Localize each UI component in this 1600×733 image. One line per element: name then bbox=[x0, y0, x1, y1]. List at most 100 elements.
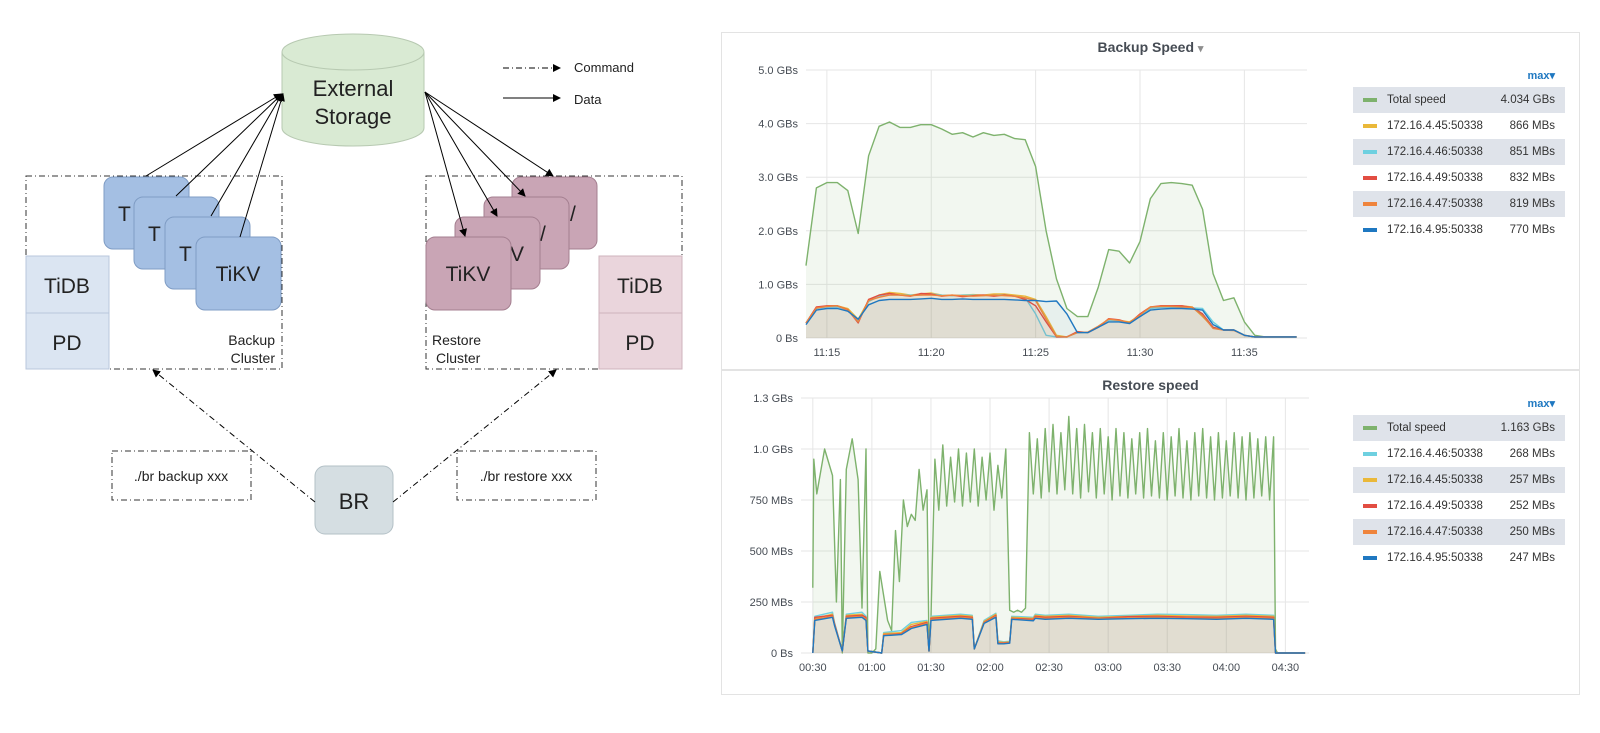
backup-pd-label: PD bbox=[52, 332, 81, 355]
legend-item[interactable]: 172.16.4.95:50338 770 MBs bbox=[1353, 217, 1565, 243]
backup-tikv-3-label: T bbox=[179, 243, 192, 266]
series-area-node bbox=[806, 298, 1297, 338]
legend-series-name: Total speed bbox=[1387, 94, 1446, 106]
legend-series-name: 172.16.4.47:50338 bbox=[1387, 526, 1483, 538]
legend-series-name: 172.16.4.46:50338 bbox=[1387, 146, 1483, 158]
backup-speed-chart: 0 Bs 1.0 GBs 2.0 GBs 3.0 GBs 4.0 GBs 5.0 GBs 1… bbox=[758, 65, 1307, 359]
restore-data-arrows bbox=[424, 91, 554, 237]
x-tick-label: 02:00 bbox=[976, 662, 1004, 674]
legend-sort-max[interactable]: max▾ bbox=[1527, 398, 1555, 410]
backup-command-text: ./br backup xxx bbox=[134, 468, 228, 484]
legend-item[interactable]: Total speed 1.163 GBs bbox=[1353, 415, 1565, 441]
legend-item[interactable]: Total speed 4.034 GBs bbox=[1353, 87, 1565, 113]
restore-tidb-label: TiDB bbox=[617, 275, 663, 298]
x-tick-label: 00:30 bbox=[799, 662, 827, 674]
series-line-5 bbox=[812, 616, 1306, 654]
legend-swatch bbox=[1363, 176, 1377, 180]
storage-label-line2: Storage bbox=[314, 104, 391, 129]
legend-series-max: 252 MBs bbox=[1509, 500, 1555, 512]
y-tick-label: 0 Bs bbox=[771, 648, 794, 660]
restore-command-text: ./br restore xxx bbox=[480, 468, 573, 484]
backup-speed-title-text: Backup Speed bbox=[1097, 39, 1195, 55]
y-tick-label: 1.0 GBs bbox=[758, 279, 798, 291]
legend-item[interactable]: 172.16.4.45:50338 866 MBs bbox=[1353, 113, 1565, 139]
legend-item[interactable]: 172.16.4.46:50338 268 MBs bbox=[1353, 441, 1565, 467]
legend-swatch bbox=[1363, 150, 1377, 154]
legend-series-max: 866 MBs bbox=[1509, 120, 1555, 132]
legend-sort-max[interactable]: max▾ bbox=[1527, 70, 1555, 82]
series-area-total bbox=[806, 122, 1297, 338]
br-architecture-diagram: External Storage Command Data TiDB PD T … bbox=[25, 33, 683, 535]
series-area-node bbox=[806, 292, 1297, 338]
y-tick-label: 750 MBs bbox=[750, 495, 794, 507]
legend-series-max: 1.163 GBs bbox=[1500, 422, 1555, 434]
legend-swatch bbox=[1363, 228, 1377, 232]
backup-tikv-2-label: T bbox=[148, 223, 161, 246]
restore-cluster-label-2: Cluster bbox=[436, 350, 481, 366]
restore-tikv-1-label: / bbox=[570, 203, 576, 226]
y-tick-label: 0 Bs bbox=[776, 333, 799, 345]
series-area-node bbox=[806, 295, 1297, 338]
backup-tikv-1-label: T bbox=[118, 203, 131, 226]
legend-series-max: 247 MBs bbox=[1509, 552, 1555, 564]
br-box bbox=[314, 465, 394, 535]
restore-tikv-2-label: / bbox=[540, 223, 546, 246]
restore-tidb-box bbox=[598, 255, 683, 314]
y-tick-label: 1.3 GBs bbox=[753, 393, 793, 405]
legend-series-name: 172.16.4.47:50338 bbox=[1387, 198, 1483, 210]
legend-item[interactable]: 172.16.4.47:50338 250 MBs bbox=[1353, 519, 1565, 545]
restore-tikv-4 bbox=[425, 236, 512, 311]
legend-series-name: 172.16.4.45:50338 bbox=[1387, 474, 1483, 486]
backup-tikv-4-label: TiKV bbox=[216, 263, 261, 286]
legend-swatch bbox=[1363, 478, 1377, 482]
y-tick-label: 1.0 GBs bbox=[753, 444, 793, 456]
legend-series-name: 172.16.4.95:50338 bbox=[1387, 224, 1483, 236]
legend-item[interactable]: 172.16.4.95:50338 247 MBs bbox=[1353, 545, 1565, 571]
legend-item[interactable]: 172.16.4.46:50338 851 MBs bbox=[1353, 139, 1565, 165]
legend-series-max: 832 MBs bbox=[1509, 172, 1555, 184]
restore-pd-box bbox=[598, 312, 683, 370]
legend-swatch bbox=[1363, 504, 1377, 508]
legend-series-name: 172.16.4.49:50338 bbox=[1387, 172, 1483, 184]
legend-data-label: Data bbox=[574, 92, 602, 107]
legend-series-max: 4.034 GBs bbox=[1500, 94, 1555, 106]
legend-command-label: Command bbox=[574, 60, 634, 75]
legend-swatch bbox=[1363, 556, 1377, 560]
x-tick-label: 01:30 bbox=[917, 662, 945, 674]
backup-pd-box bbox=[25, 312, 110, 370]
legend-swatch bbox=[1363, 202, 1377, 206]
x-tick-label: 01:00 bbox=[858, 662, 886, 674]
legend-series-max: 250 MBs bbox=[1509, 526, 1555, 538]
backup-speed-panel: Backup Speed ▾ 0 Bs 1.0 GBs 2.0 GBs 3.0 GBs… bbox=[721, 32, 1580, 370]
y-tick-label: 5.0 GBs bbox=[758, 65, 798, 77]
series-area-node bbox=[812, 617, 1306, 653]
series-line-0 bbox=[812, 415, 1306, 654]
series-area-node bbox=[812, 614, 1306, 653]
legend-item[interactable]: 172.16.4.49:50338 252 MBs bbox=[1353, 493, 1565, 519]
legend-swatch bbox=[1363, 452, 1377, 456]
x-tick-label: 11:30 bbox=[1127, 347, 1154, 359]
series-area-node bbox=[806, 294, 1297, 338]
backup-speed-title[interactable]: Backup Speed ▾ bbox=[722, 39, 1579, 55]
restore-speed-panel: Restore speed 0 Bs 250 MBs 500 MBs 750 MBs 1… bbox=[721, 370, 1580, 695]
legend-series-max: 851 MBs bbox=[1509, 146, 1555, 158]
legend-series-max: 770 MBs bbox=[1509, 224, 1555, 236]
backup-cluster-label-2: Cluster bbox=[231, 350, 276, 366]
restore-command-arrow bbox=[392, 369, 557, 503]
y-tick-label: 4.0 GBs bbox=[758, 119, 798, 131]
legend-swatch bbox=[1363, 530, 1377, 534]
series-line-5 bbox=[805, 297, 1297, 338]
legend-item[interactable]: 172.16.4.45:50338 257 MBs bbox=[1353, 467, 1565, 493]
restore-speed-title[interactable]: Restore speed bbox=[1102, 377, 1199, 393]
legend-item[interactable]: 172.16.4.47:50338 819 MBs bbox=[1353, 191, 1565, 217]
backup-command-arrow bbox=[152, 369, 316, 503]
br-label: BR bbox=[339, 489, 370, 514]
y-tick-label: 250 MBs bbox=[750, 597, 794, 609]
backup-cluster-border bbox=[25, 175, 283, 370]
series-line-3 bbox=[805, 292, 1297, 338]
legend-swatch bbox=[1363, 124, 1377, 128]
legend-item[interactable]: 172.16.4.49:50338 832 MBs bbox=[1353, 165, 1565, 191]
external-storage-cylinder: External Storage bbox=[281, 33, 425, 147]
storage-label-line1: External bbox=[313, 76, 394, 101]
x-tick-label: 11:35 bbox=[1231, 347, 1258, 359]
